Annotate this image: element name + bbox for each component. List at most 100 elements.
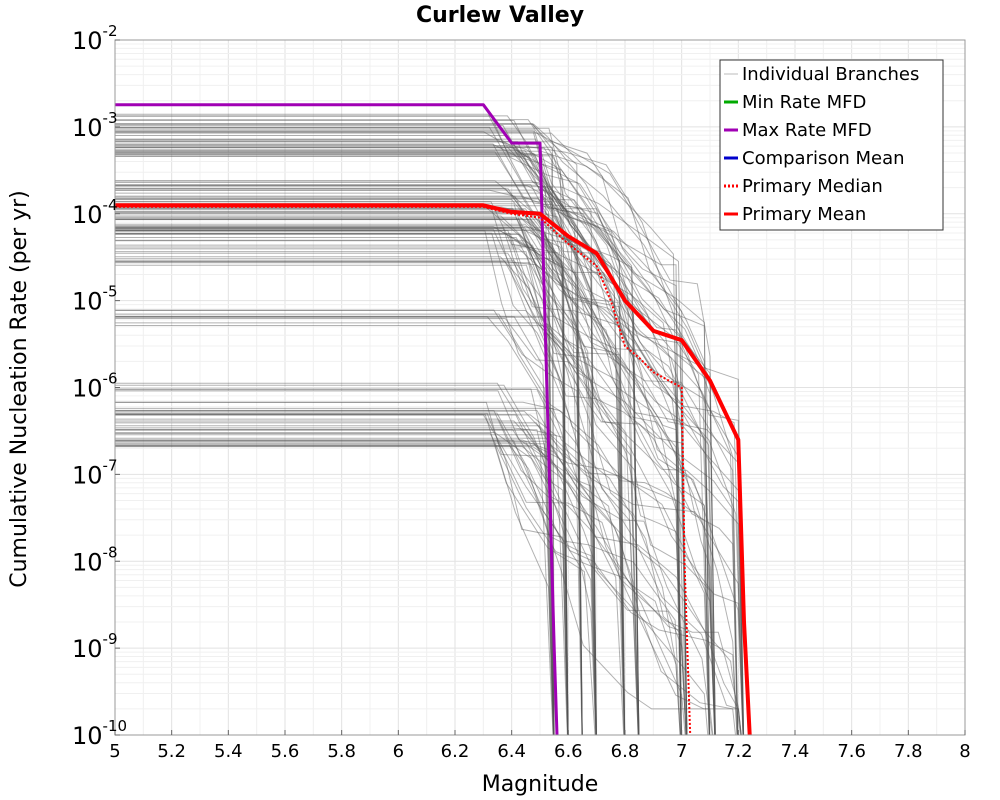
branch-line: [115, 188, 625, 735]
branch-line: [115, 152, 625, 735]
branch-line: [115, 414, 569, 735]
branch-line: [115, 153, 744, 735]
branch-line: [115, 382, 554, 735]
branch-line: [115, 218, 569, 735]
branch-line: [115, 246, 710, 735]
branch-line: [115, 410, 555, 735]
branch-line: [115, 212, 687, 735]
branch-line: [115, 414, 681, 735]
branch-line: [115, 145, 640, 735]
y-axis-label: Cumulative Nucleation Rate (per yr): [7, 190, 32, 588]
branch-line: [115, 187, 626, 735]
branch-line: [115, 260, 639, 735]
branch-line: [115, 201, 745, 735]
branch-line: [115, 206, 742, 735]
branch-line: [115, 261, 682, 735]
branch-line: [115, 201, 682, 735]
branch-line: [115, 123, 682, 735]
branch-line: [115, 151, 640, 735]
branch-line: [115, 443, 554, 735]
x-tick-label: 7.8: [894, 741, 923, 762]
x-tick-label: 7.2: [724, 741, 753, 762]
branch-line: [115, 429, 555, 735]
branch-line: [115, 226, 739, 735]
x-tick-label: 5.6: [271, 741, 300, 762]
branch-line: [115, 123, 739, 735]
branch-line: [115, 429, 555, 735]
branch-line: [115, 152, 682, 735]
branch-line: [115, 310, 681, 735]
branch-line: [115, 390, 625, 735]
branch-line: [115, 206, 583, 735]
branch-line: [115, 401, 686, 735]
series-primary-mean: [115, 203, 752, 735]
branch-line: [115, 132, 688, 735]
branch-line: [115, 120, 682, 735]
branch-line: [115, 439, 597, 735]
legend-label: Primary Mean: [742, 204, 866, 225]
x-tick-label: 6: [393, 741, 404, 762]
y-tick-label: 10-10: [72, 717, 127, 750]
branch-line: [115, 226, 716, 735]
branch-line: [115, 409, 741, 735]
branch-line: [115, 414, 568, 735]
branch-line: [115, 119, 716, 735]
branch-line: [115, 149, 640, 735]
branch-line: [115, 228, 569, 735]
branch-line: [115, 184, 626, 735]
branch-line: [115, 229, 688, 735]
branch-line: [115, 198, 716, 735]
branch-line: [115, 316, 569, 735]
branch-line: [115, 219, 597, 735]
branch-line: [115, 434, 742, 735]
branch-line: [115, 199, 583, 735]
x-tick-label: 5.2: [157, 741, 186, 762]
legend-label: Min Rate MFD: [742, 92, 866, 113]
branch-line: [115, 427, 569, 735]
branch-line: [115, 232, 710, 735]
x-axis-ticks: 5 5.2 5.4 5.6 5.8 6 6.2 6.4 6.6 6.8 7 7.2 7.4 7.6 7.8 8: [109, 730, 971, 762]
branch-line: [115, 189, 597, 735]
branch-line: [115, 264, 744, 735]
branch-line: [115, 197, 555, 735]
branch-line: [115, 219, 569, 735]
branch-line: [115, 384, 687, 735]
x-tick-label: 6.4: [497, 741, 526, 762]
branch-line: [115, 211, 626, 735]
y-tick-label: 10-8: [72, 543, 118, 576]
branch-line: [115, 155, 555, 735]
branch-line: [115, 192, 583, 735]
series-max-rate-mfd: [115, 103, 559, 735]
branch-line: [115, 258, 569, 735]
branch-line: [115, 124, 688, 735]
branch-line: [115, 131, 682, 735]
branch-line: [115, 115, 744, 735]
series-primary-median: [115, 205, 692, 735]
branch-line: [115, 196, 682, 735]
x-tick-label: 7.6: [837, 741, 866, 762]
branch-line: [115, 322, 626, 735]
branch-line: [115, 145, 745, 735]
branch-line: [115, 418, 714, 735]
y-tick-label: 10-7: [72, 456, 118, 489]
legend-box: [719, 59, 944, 231]
branch-line: [115, 422, 639, 735]
y-tick-label: 10-3: [72, 109, 118, 142]
branch-line: [115, 251, 626, 735]
branch-line: [115, 131, 711, 735]
branch-line: [115, 316, 554, 735]
branch-line: [115, 412, 569, 735]
branch-line: [115, 318, 597, 735]
branch-line: [115, 315, 682, 735]
y-tick-label: 10-9: [72, 630, 118, 663]
branch-line: [115, 260, 626, 735]
branch-line: [115, 233, 597, 735]
x-tick-label: 6.8: [611, 741, 640, 762]
legend-label: Individual Branches: [742, 64, 919, 85]
branch-line: [115, 420, 736, 735]
branch-line: [115, 227, 583, 735]
branch-line: [115, 127, 640, 735]
branch-line: [115, 228, 688, 735]
legend-label: Primary Median: [742, 176, 883, 197]
branch-line: [115, 189, 583, 735]
